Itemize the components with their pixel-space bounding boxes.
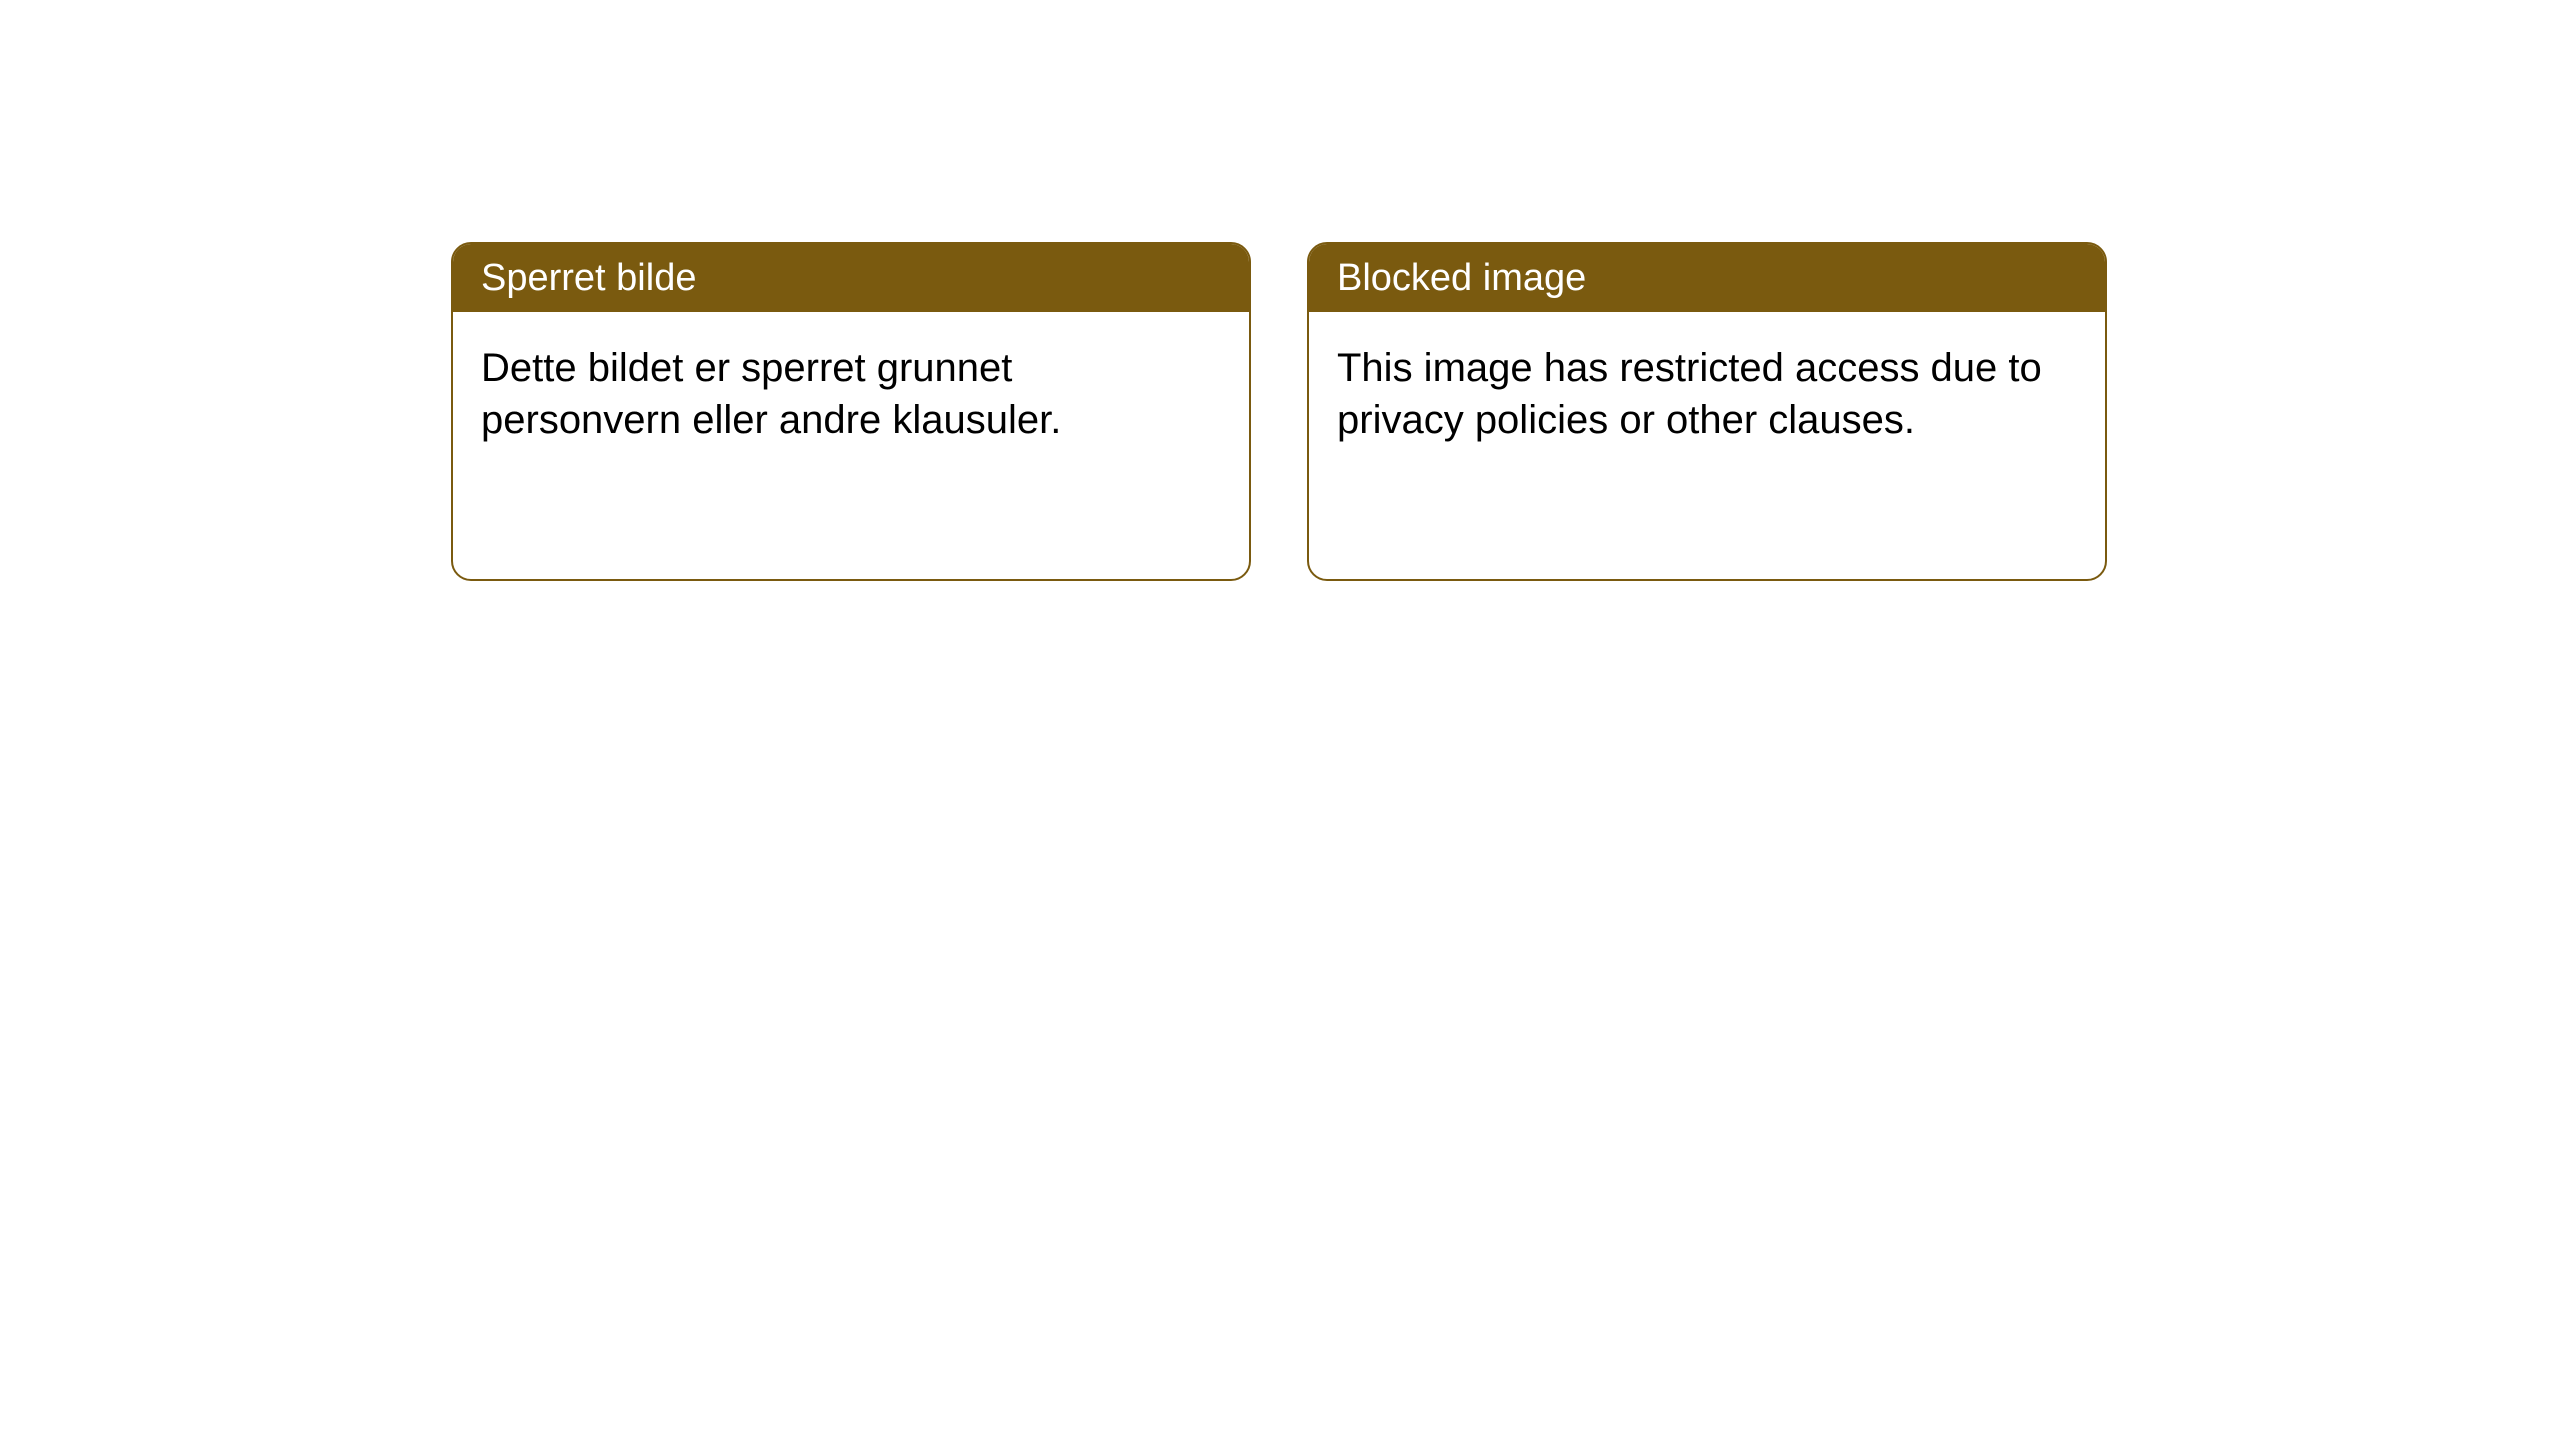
card-title: Blocked image: [1337, 257, 1586, 299]
card-body-text: This image has restricted access due to …: [1337, 346, 2042, 442]
card-header: Sperret bilde: [453, 244, 1249, 312]
card-title: Sperret bilde: [481, 257, 696, 299]
card-english: Blocked image This image has restricted …: [1307, 242, 2107, 581]
card-body: Dette bildet er sperret grunnet personve…: [453, 312, 1249, 476]
card-header: Blocked image: [1309, 244, 2105, 312]
card-norwegian: Sperret bilde Dette bildet er sperret gr…: [451, 242, 1251, 581]
card-body-text: Dette bildet er sperret grunnet personve…: [481, 346, 1061, 442]
card-body: This image has restricted access due to …: [1309, 312, 2105, 476]
cards-container: Sperret bilde Dette bildet er sperret gr…: [451, 242, 2107, 581]
